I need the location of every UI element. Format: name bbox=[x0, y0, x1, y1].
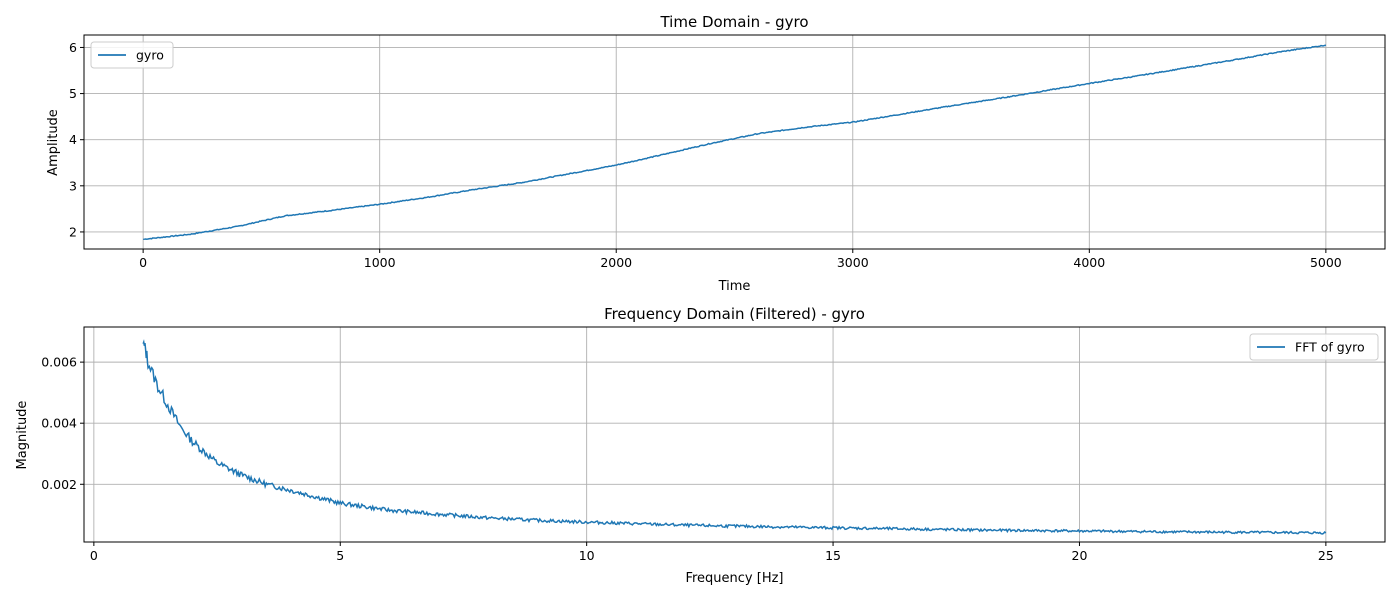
x-tick-label: 2000 bbox=[600, 255, 632, 270]
y-tick-label: 0.006 bbox=[41, 355, 77, 370]
frequency-domain-ticks: 0 5 10 15 20 25 0.002 0.004 0.006 bbox=[41, 355, 1334, 563]
x-tick-label: 25 bbox=[1318, 548, 1334, 563]
frequency-domain-axes-frame bbox=[83, 326, 1386, 543]
y-tick-label: 5 bbox=[69, 86, 77, 101]
fft-series-line bbox=[142, 339, 1327, 535]
frequency-domain-grid bbox=[84, 327, 1385, 542]
y-tick-label: 2 bbox=[69, 224, 77, 239]
time-domain-ticks: 0 1000 2000 3000 4000 5000 2 3 4 5 6 bbox=[69, 40, 1342, 270]
y-tick-label: 3 bbox=[69, 178, 77, 193]
x-tick-label: 4000 bbox=[1073, 255, 1105, 270]
x-tick-label: 5 bbox=[336, 548, 344, 563]
x-tick-label: 0 bbox=[139, 255, 147, 270]
time-domain-title: Time Domain - gyro bbox=[659, 13, 808, 31]
time-domain-ylabel: Amplitude bbox=[46, 109, 61, 176]
frequency-domain-legend: FFT of gyro bbox=[1249, 333, 1379, 361]
y-tick-label: 0.002 bbox=[41, 477, 77, 492]
frequency-domain-title: Frequency Domain (Filtered) - gyro bbox=[604, 305, 865, 323]
x-tick-label: 10 bbox=[579, 548, 595, 563]
gyro-series-line bbox=[143, 44, 1327, 241]
y-tick-label: 6 bbox=[69, 40, 77, 55]
time-domain-legend-box bbox=[90, 41, 174, 69]
time-domain-grid bbox=[84, 35, 1385, 249]
y-tick-label: 4 bbox=[69, 132, 77, 147]
frequency-domain-ylabel: Magnitude bbox=[15, 401, 30, 470]
time-domain-xlabel: Time bbox=[718, 279, 751, 294]
x-tick-label: 1000 bbox=[364, 255, 396, 270]
frequency-domain-legend-box bbox=[1249, 333, 1379, 361]
time-domain-legend-label: gyro bbox=[136, 48, 164, 63]
y-tick-label: 0.004 bbox=[41, 416, 77, 431]
x-tick-label: 0 bbox=[90, 548, 98, 563]
frequency-domain-chart: Frequency Domain (Filtered) - gyro 0 5 10 1… bbox=[15, 305, 1386, 586]
frequency-domain-legend-label: FFT of gyro bbox=[1295, 340, 1365, 355]
x-tick-label: 5000 bbox=[1310, 255, 1342, 270]
x-tick-label: 15 bbox=[825, 548, 841, 563]
time-domain-axes-frame bbox=[83, 34, 1386, 250]
time-domain-legend: gyro bbox=[90, 41, 174, 69]
frequency-domain-xlabel: Frequency [Hz] bbox=[685, 571, 783, 586]
time-domain-chart: Time Domain - gyro 0 1000 2000 3000 4000 5000… bbox=[46, 13, 1386, 294]
x-tick-label: 3000 bbox=[837, 255, 869, 270]
x-tick-label: 20 bbox=[1072, 548, 1088, 563]
